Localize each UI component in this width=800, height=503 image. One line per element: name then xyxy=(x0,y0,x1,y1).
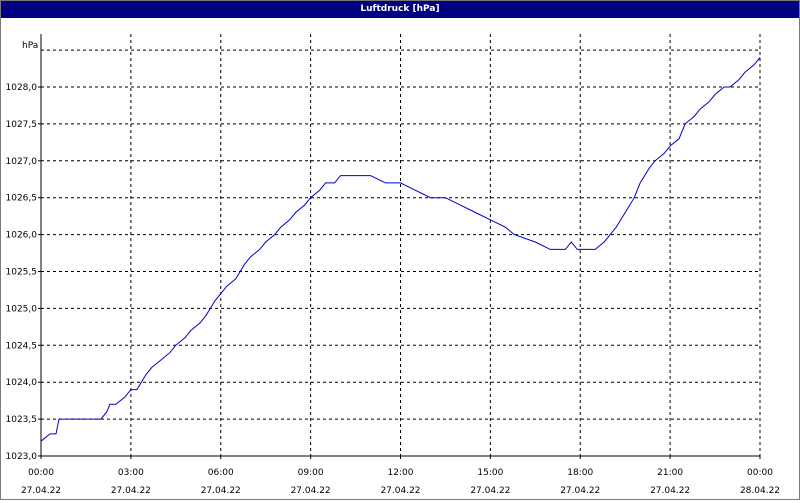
x-tick-date-label: 27.04.22 xyxy=(111,486,151,496)
x-tick-time-label: 21:00 xyxy=(657,468,683,478)
x-tick-date-label: 27.04.22 xyxy=(650,486,690,496)
y-tick-label: 1024,0 xyxy=(6,378,38,388)
x-tick-time-label: 06:00 xyxy=(208,468,234,478)
y-tick-label: 1025,0 xyxy=(6,304,38,314)
x-tick-date-label: 27.04.22 xyxy=(560,486,600,496)
x-tick-time-label: 00:00 xyxy=(747,468,773,478)
y-tick-label: 1028,0 xyxy=(6,83,38,93)
grid-lines xyxy=(41,34,761,456)
x-tick-date-label: 27.04.22 xyxy=(380,486,420,496)
x-tick-time-label: 18:00 xyxy=(567,468,593,478)
x-tick-date-label: 27.04.22 xyxy=(291,486,331,496)
y-tick-label: 1024,5 xyxy=(6,341,38,351)
x-tick-date-label: 27.04.22 xyxy=(201,486,241,496)
window-title: Luftdruck [hPa] xyxy=(1,1,799,18)
x-tick-date-label: 27.04.22 xyxy=(21,486,61,496)
x-tick-time-label: 09:00 xyxy=(298,468,324,478)
x-tick-labels: 00:00 27.04.22 03:00 27.04.22 06:00 27.04.22 0… xyxy=(21,456,780,496)
chart-area: 1023,0 1023,5 1024,0 1024,5 1025,0 1025,5 1026… xyxy=(1,19,799,499)
y-axis-label: hPa xyxy=(22,41,38,51)
x-tick-date-label: 27.04.22 xyxy=(470,486,510,496)
x-tick-time-label: 15:00 xyxy=(477,468,503,478)
pressure-line-chart: 1023,0 1023,5 1024,0 1024,5 1025,0 1025,5 1026… xyxy=(6,34,780,496)
series-layer xyxy=(40,57,761,442)
y-tick-label: 1027,5 xyxy=(6,120,38,130)
x-tick-time-label: 00:00 xyxy=(28,468,54,478)
y-tick-label: 1026,5 xyxy=(6,194,38,204)
y-tick-label: 1026,0 xyxy=(6,231,38,241)
x-tick-time-label: 12:00 xyxy=(388,468,414,478)
x-tick-date-label: 28.04.22 xyxy=(740,486,780,496)
y-tick-label: 1023,0 xyxy=(6,452,38,462)
pressure-series-line xyxy=(40,57,761,442)
y-tick-label: 1027,0 xyxy=(6,157,38,167)
x-tick-time-label: 03:00 xyxy=(118,468,144,478)
y-tick-labels: 1023,0 1023,5 1024,0 1024,5 1025,0 1025,5 1026… xyxy=(6,83,41,462)
y-tick-label: 1025,5 xyxy=(6,268,38,278)
y-tick-label: 1023,5 xyxy=(6,415,38,425)
